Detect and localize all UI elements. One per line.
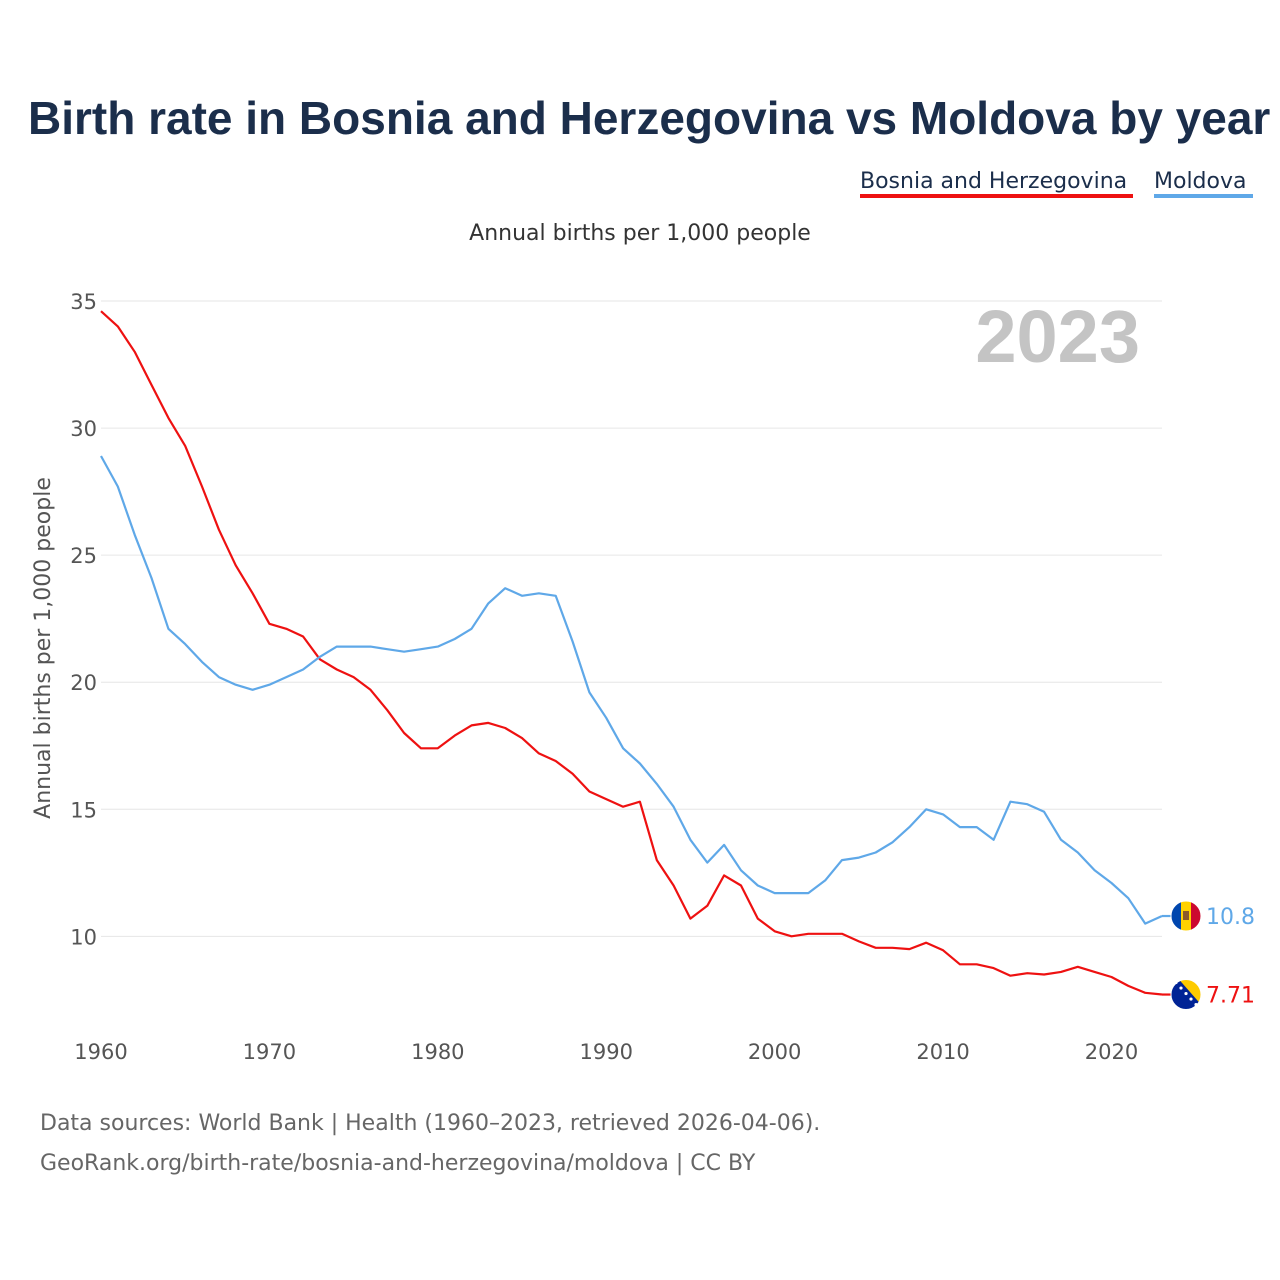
legend-label: Bosnia and Herzegovina [860,169,1127,194]
x-tick-label: 1970 [243,1040,296,1064]
legend-swatch [860,194,1133,198]
source-line-1: Data sources: World Bank | Health (1960–… [40,1111,820,1136]
year-watermark: 2023 [975,295,1140,378]
y-tick-label: 10 [70,925,97,949]
y-tick-label: 20 [70,671,97,695]
legend: Bosnia and Herzegovina Moldova [860,169,1253,198]
bosnia-flag-icon [1170,979,1202,1011]
x-axis-ticks: 1960 1970 1980 1990 2000 2010 2020 [74,1040,1138,1064]
y-axis-ticks: 10 15 20 25 30 35 [70,290,97,949]
end-value-label: 7.71 [1206,984,1255,1009]
legend-swatch [1154,194,1253,198]
legend-label: Moldova [1154,169,1246,194]
series-lines [100,310,1163,996]
chart-title: Birth rate in Bosnia and Herzegovina vs … [28,92,1270,144]
x-tick-label: 2000 [748,1040,801,1064]
x-tick-label: 2010 [916,1040,969,1064]
end-value-label: 10.8 [1206,905,1255,930]
end-labels: 7.71 10.8 [1162,900,1255,1011]
y-tick-label: 25 [70,544,97,568]
series-line [100,455,1163,925]
y-tick-label: 35 [70,290,97,314]
chart-subtitle: Annual births per 1,000 people [469,221,811,246]
y-tick-label: 15 [70,798,97,822]
legend-item[interactable]: Moldova [1154,169,1253,198]
grid [101,300,1162,937]
legend-item[interactable]: Bosnia and Herzegovina [860,169,1133,198]
moldova-flag-icon [1170,900,1202,932]
source-line-2[interactable]: GeoRank.org/birth-rate/bosnia-and-herzeg… [40,1151,756,1176]
x-tick-label: 1980 [411,1040,464,1064]
y-tick-label: 30 [70,417,97,441]
x-tick-label: 1960 [74,1040,127,1064]
x-tick-label: 1990 [580,1040,633,1064]
series-line [100,310,1163,996]
x-tick-label: 2020 [1085,1040,1138,1064]
y-axis-label: Annual births per 1,000 people [31,477,56,819]
